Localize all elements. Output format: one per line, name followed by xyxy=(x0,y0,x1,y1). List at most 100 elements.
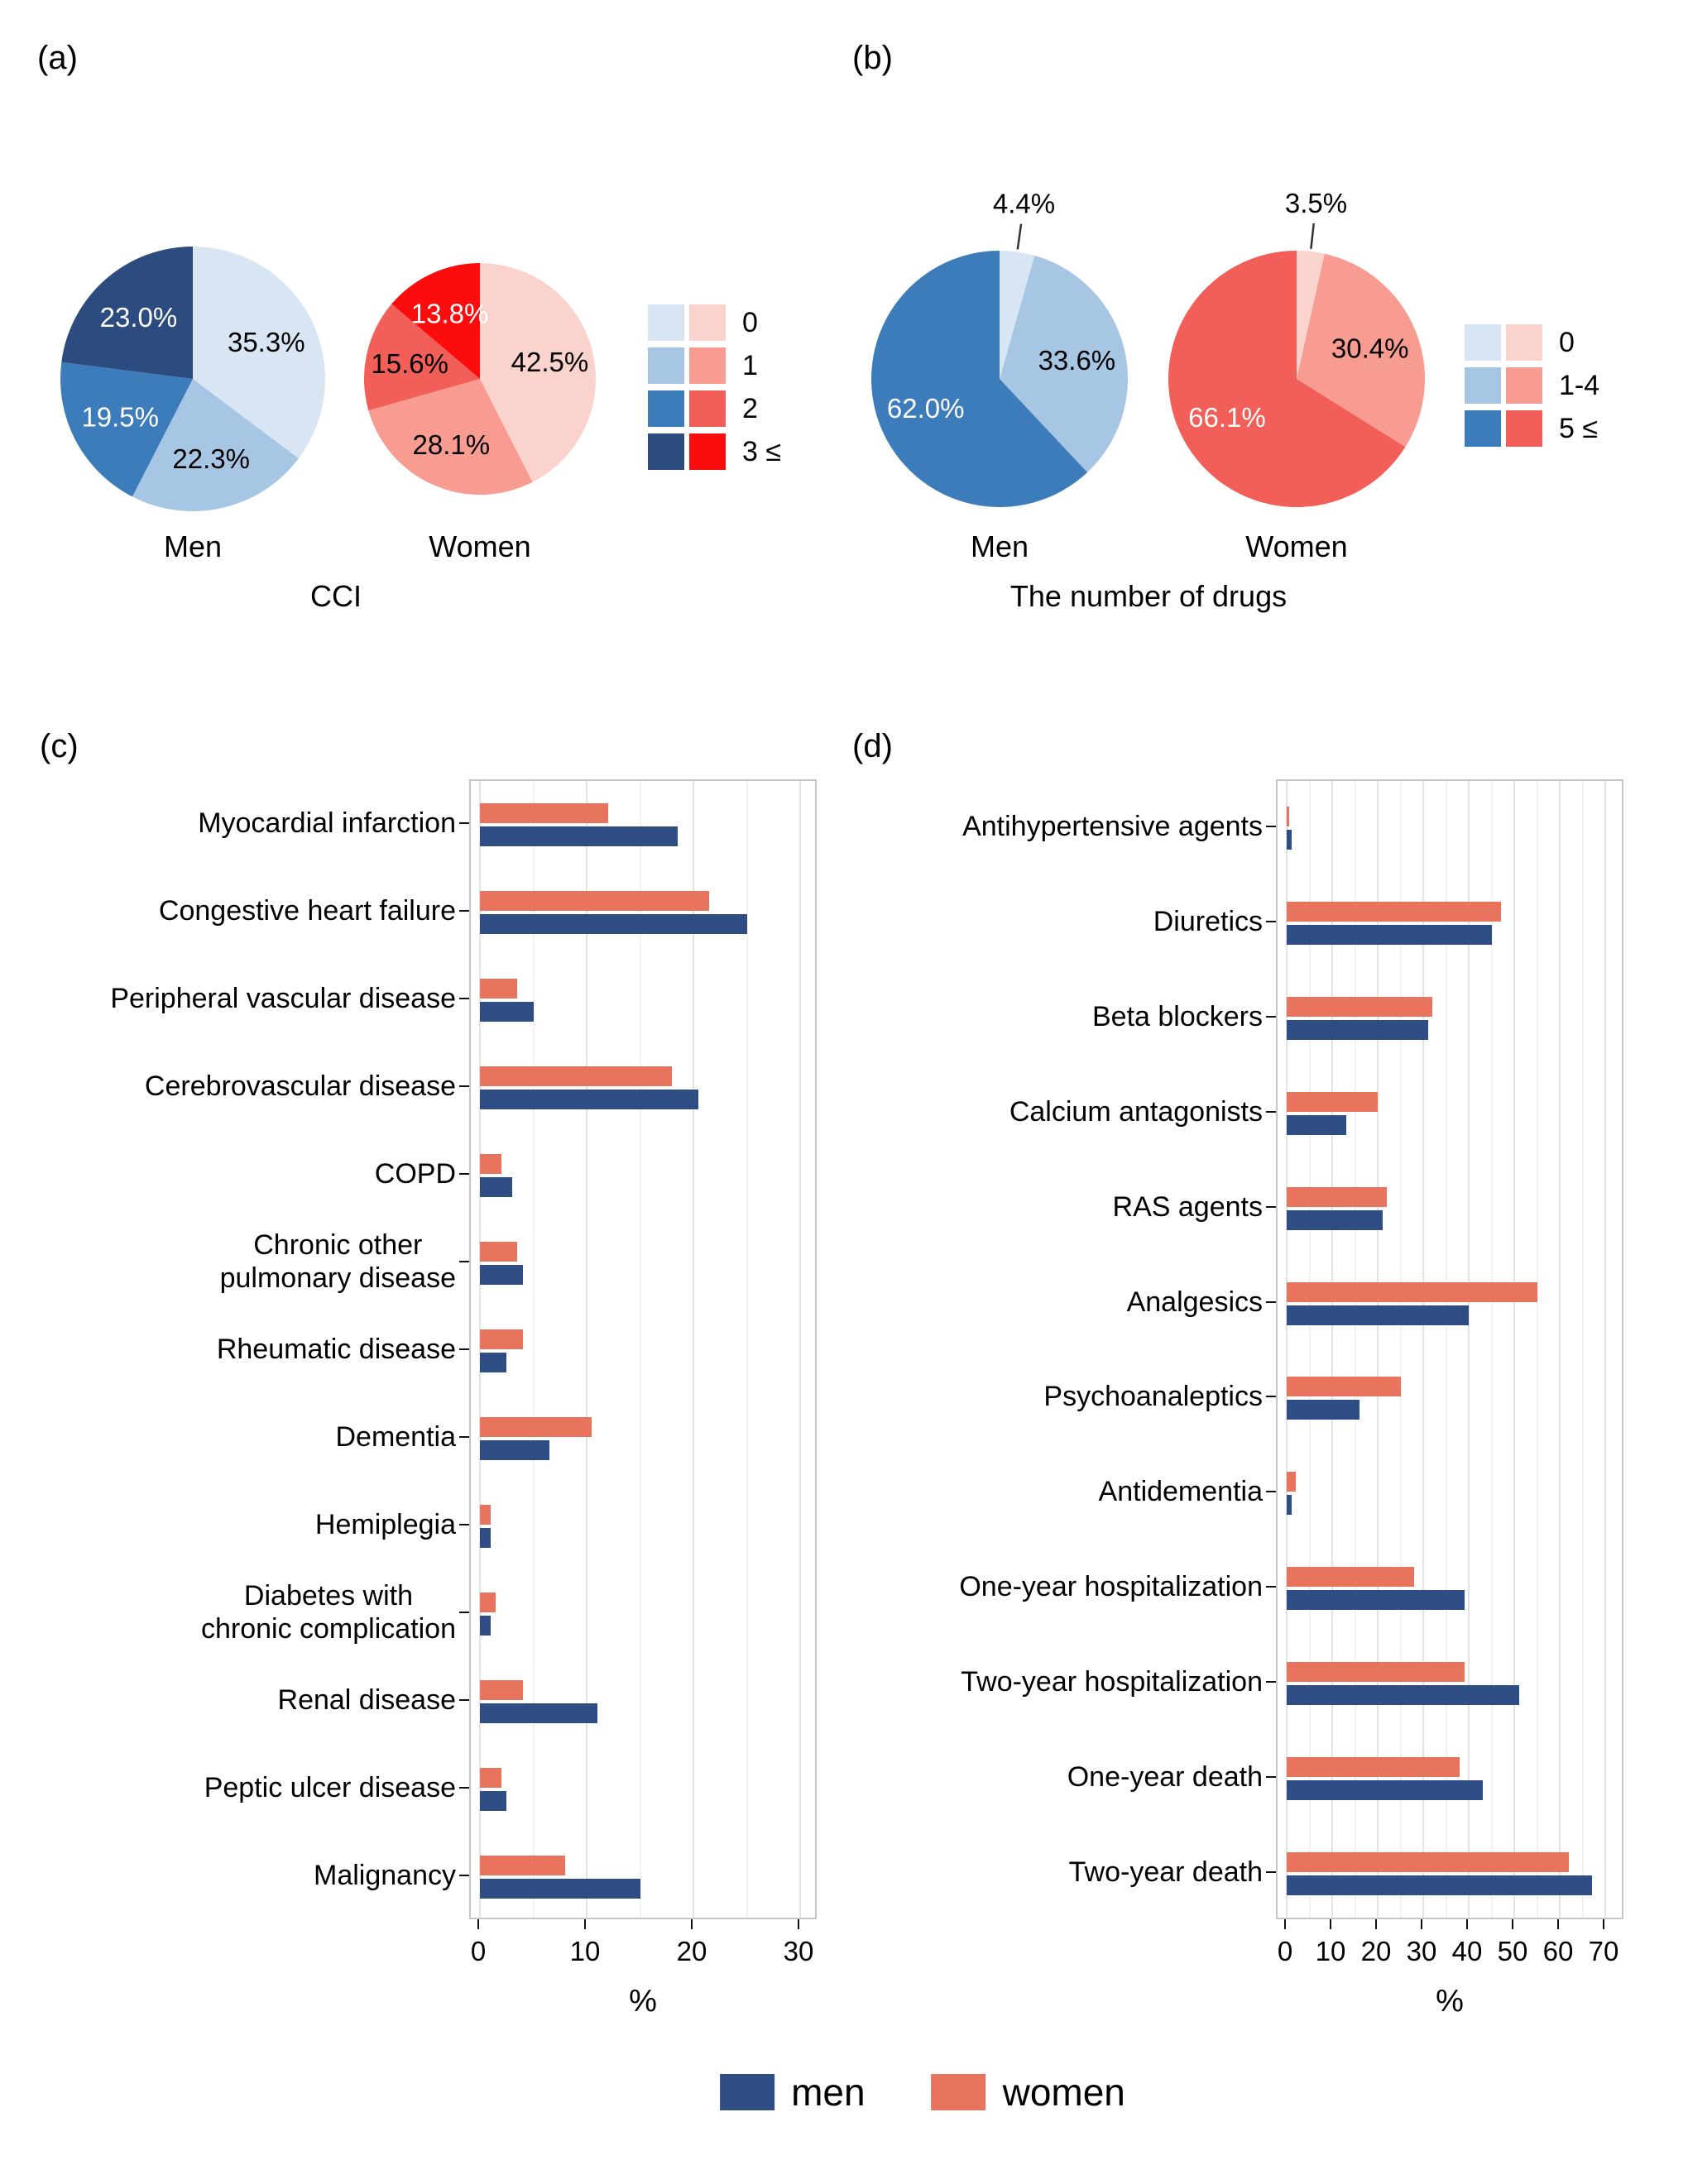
gridline xyxy=(532,781,535,1918)
pie-slice-3 ≤ xyxy=(61,247,193,379)
bar-men xyxy=(1287,1779,1483,1800)
bar-women xyxy=(480,1592,496,1612)
category-label: Diabetes with chronic complication xyxy=(0,1579,456,1645)
pie-percentage-label: 30.4% xyxy=(1331,333,1409,363)
gridline xyxy=(639,781,641,1918)
y-axis-tick xyxy=(459,1261,469,1262)
category-label-text: RAS agents xyxy=(1112,1190,1263,1223)
legend-label-women: women xyxy=(1002,2071,1125,2114)
x-tick-label: 50 xyxy=(1497,1936,1528,1966)
gridline xyxy=(586,781,587,1918)
pie-title-men-cci: Men xyxy=(163,529,223,563)
axis-title-drugs: The number of drugs xyxy=(1009,579,1288,613)
panel-letter-a: (a) xyxy=(37,40,78,76)
gridline xyxy=(746,781,748,1918)
x-axis-tick xyxy=(584,1919,586,1929)
legend-swatch-men xyxy=(1465,410,1501,447)
legend-entry-label: 0 xyxy=(742,306,758,338)
legend-entry-label: 2 xyxy=(742,392,758,424)
y-axis-tick xyxy=(459,1787,469,1789)
category-label: Hemiplegia xyxy=(0,1508,456,1541)
y-axis-tick xyxy=(459,998,469,999)
bar-women xyxy=(480,891,710,911)
category-label-text: Analgesics xyxy=(1126,1286,1263,1318)
pie-percentage-label: 33.6% xyxy=(1038,345,1116,376)
y-axis-tick xyxy=(459,1436,469,1438)
panel-letter-b: (b) xyxy=(852,40,893,76)
legend-swatch-women xyxy=(689,347,726,384)
category-label: Antidementia xyxy=(799,1475,1263,1508)
bar-women xyxy=(480,1856,566,1875)
category-label: Psychoanaleptics xyxy=(799,1380,1263,1413)
pie-chart-men: 4.4% 33.6% 62.0% xyxy=(871,189,1128,507)
bar-men xyxy=(480,1616,491,1636)
category-label: One-year death xyxy=(799,1760,1263,1794)
legend-swatch-women xyxy=(1506,410,1542,447)
gridline xyxy=(1399,781,1402,1918)
legend-item-men: men xyxy=(720,2070,866,2115)
x-axis-tick xyxy=(1375,1919,1377,1929)
bar-men xyxy=(1287,1114,1346,1135)
bar-men xyxy=(480,1353,507,1372)
category-label-text: Congestive heart failure xyxy=(158,894,456,927)
callout-line xyxy=(1016,223,1023,250)
category-label: Analgesics xyxy=(799,1286,1263,1319)
legend-swatch-women xyxy=(1506,324,1542,361)
category-label: Chronic other pulmonary disease xyxy=(0,1228,456,1295)
bar-men xyxy=(480,1528,491,1548)
category-label: Calcium antagonists xyxy=(799,1095,1263,1128)
x-axis-tick xyxy=(477,1919,479,1929)
gridline xyxy=(799,781,801,1918)
pie-title-women-cci: Women xyxy=(429,529,531,563)
category-label: Two-year hospitalization xyxy=(799,1665,1263,1698)
x-tick-label: 30 xyxy=(1406,1936,1437,1966)
category-label-text: Chronic other pulmonary disease xyxy=(219,1228,456,1294)
legend-drugs: 0 1-4 5 ≤ xyxy=(1465,324,1599,453)
x-axis-tick xyxy=(1603,1919,1604,1929)
category-label-text: Two-year hospitalization xyxy=(961,1665,1263,1698)
pie-percentage-label: 13.8% xyxy=(411,299,489,329)
bar-women xyxy=(1287,997,1432,1018)
legend-item-women: women xyxy=(931,2070,1125,2115)
bar-men xyxy=(1287,830,1292,850)
y-axis-tick xyxy=(459,1085,469,1087)
category-label: Malignancy xyxy=(0,1859,456,1892)
x-tick-label: 10 xyxy=(1315,1936,1346,1966)
gridline xyxy=(1536,781,1538,1918)
category-label-text: Rheumatic disease xyxy=(216,1333,456,1365)
y-axis-tick xyxy=(459,1612,469,1613)
legend-swatch-women xyxy=(1506,367,1542,404)
bar-women xyxy=(480,1066,673,1086)
x-tick-label: 0 xyxy=(1277,1936,1293,1966)
gridline xyxy=(1468,781,1470,1918)
x-tick-label: 40 xyxy=(1451,1936,1483,1966)
bottom-legend: men women xyxy=(720,2070,1125,2115)
pie-chart-women: 42.5% 28.1% 15.6% 13.8% xyxy=(364,263,596,495)
category-label-text: Psychoanaleptics xyxy=(1043,1381,1263,1413)
category-label-text: Peptic ulcer disease xyxy=(204,1771,456,1803)
legend-entry-label: 5 ≤ xyxy=(1559,412,1599,444)
bar-men xyxy=(1287,1209,1383,1230)
legend-entry-label: 1-4 xyxy=(1559,369,1600,401)
bar-men xyxy=(1287,1305,1469,1325)
x-tick-label: 60 xyxy=(1542,1936,1574,1966)
legend-row: 2 xyxy=(648,390,781,427)
y-axis-tick xyxy=(1266,1586,1276,1588)
plot-panel-d xyxy=(1276,779,1623,1919)
category-label: Cerebrovascular disease xyxy=(0,1070,456,1103)
pie-slice-5 ≤ xyxy=(871,251,1088,507)
legend-row: 0 xyxy=(1465,324,1599,361)
bar-women xyxy=(1287,1756,1460,1777)
pie-title-women-drugs: Women xyxy=(1245,529,1348,563)
legend-swatch-men xyxy=(648,433,684,470)
category-label-text: Diabetes with chronic complication xyxy=(200,1579,456,1645)
bar-men xyxy=(480,1703,597,1723)
bar-women xyxy=(1287,1661,1465,1682)
category-label-text: Beta blockers xyxy=(1092,1001,1263,1033)
category-label-text: Dementia xyxy=(335,1420,456,1453)
x-axis-tick xyxy=(798,1919,799,1929)
x-tick-label: 20 xyxy=(676,1936,707,1966)
legend-entry-label: 1 xyxy=(742,349,758,381)
x-axis-tick xyxy=(1557,1919,1559,1929)
bar-women xyxy=(480,1768,501,1788)
